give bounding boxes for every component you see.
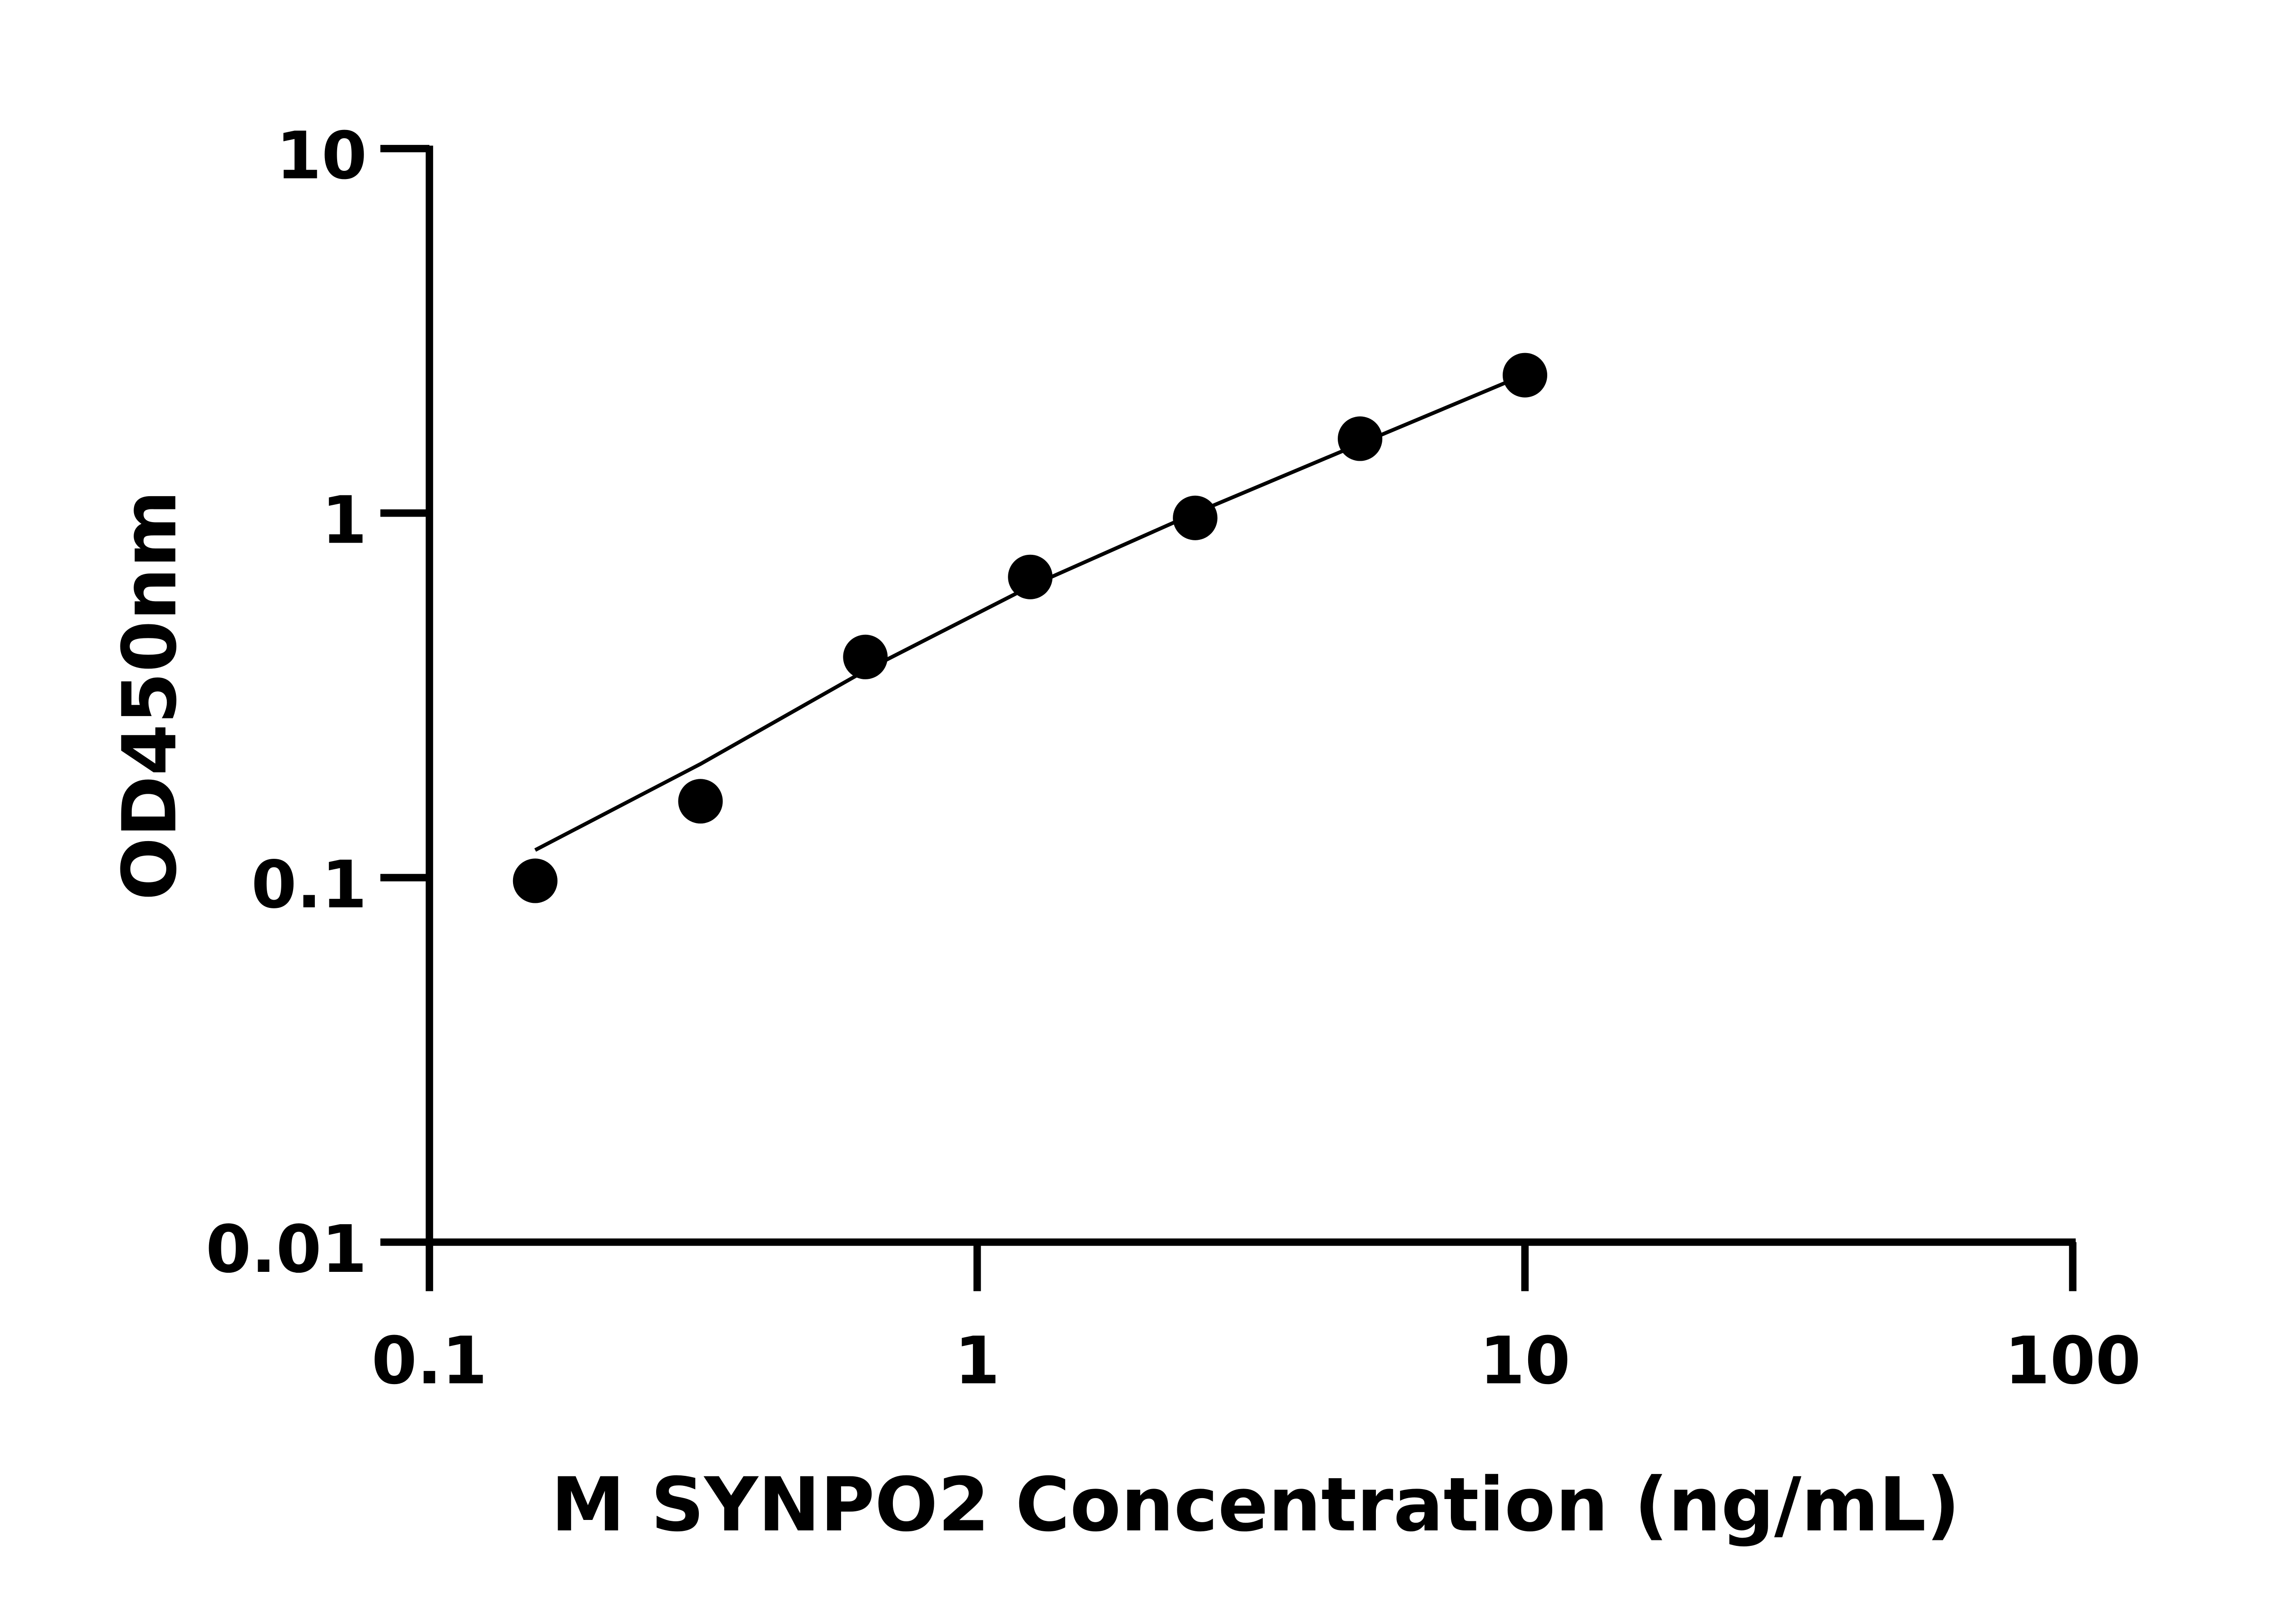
x-axis-label: M SYNPO2 Concentration (ng/mL) xyxy=(551,1461,1960,1548)
data-point xyxy=(843,634,888,679)
x-tick-label: 100 xyxy=(2004,1322,2141,1399)
x-tick-label: 0.1 xyxy=(372,1322,488,1399)
data-point xyxy=(1338,416,1383,461)
data-points xyxy=(513,353,1548,903)
y-tick-label: 0.01 xyxy=(206,1211,367,1287)
data-point xyxy=(678,779,723,824)
x-tick-label: 1 xyxy=(954,1322,1000,1399)
y-axis-label: OD450nm xyxy=(106,490,193,901)
y-tick-label: 1 xyxy=(322,482,367,558)
data-point xyxy=(1173,495,1218,540)
x-tick-label: 10 xyxy=(1480,1322,1570,1399)
data-point xyxy=(1008,554,1053,599)
y-tick-label: 10 xyxy=(276,117,367,194)
y-tick-label: 0.1 xyxy=(251,847,367,923)
data-point xyxy=(1502,353,1548,398)
data-point xyxy=(513,858,558,903)
